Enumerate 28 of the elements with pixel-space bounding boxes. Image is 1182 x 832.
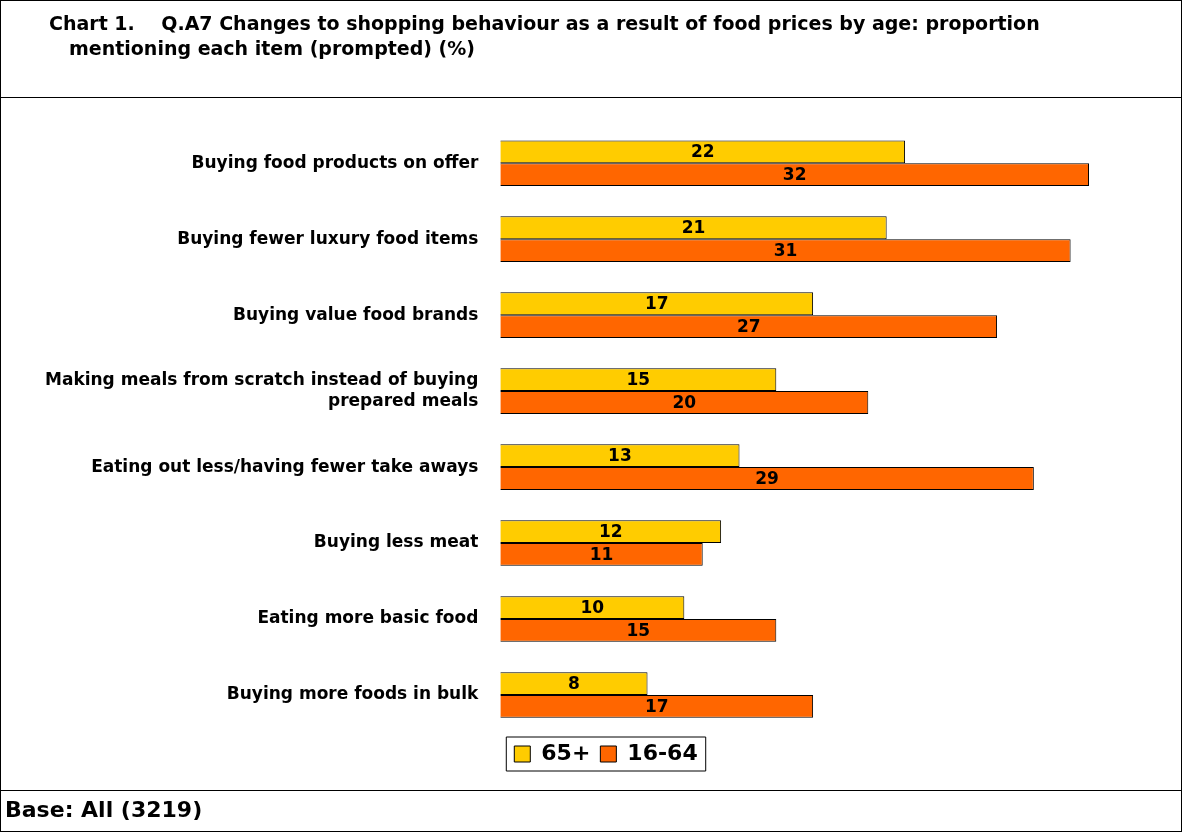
- data-label: 21: [681, 217, 706, 238]
- y-tick-label: Eating out less/having fewer take aways: [91, 455, 479, 476]
- data-label: 17: [644, 695, 669, 716]
- y-tick-label: Buying value food brands: [233, 303, 479, 324]
- y-tick-label: Buying less meat: [313, 531, 479, 552]
- data-label: 32: [782, 164, 807, 185]
- data-label: 31: [773, 239, 798, 260]
- y-tick-label: Making meals from scratch instead of buying prepared meals: [44, 369, 479, 410]
- data-label: 15: [626, 619, 651, 640]
- data-label: 17: [644, 293, 669, 314]
- chart-title: Chart 1. Q.A7 Changes to shopping behaviour as a result of food prices by age: proportion mentioning each item (prompted) (%): [1, 1, 1181, 98]
- data-label: 22: [690, 141, 715, 162]
- data-label: 15: [626, 369, 651, 390]
- data-label: 10: [580, 597, 605, 618]
- data-label: 29: [755, 467, 779, 488]
- legend-label: 65+: [541, 739, 591, 765]
- data-label: 27: [736, 315, 761, 336]
- data-label: 13: [608, 445, 632, 466]
- y-tick-label: Eating more basic food: [257, 607, 479, 628]
- legend-label: 16-64: [627, 739, 698, 765]
- y-tick-label: Buying fewer luxury food items: [177, 227, 479, 248]
- data-label: 8: [568, 673, 580, 694]
- data-label: 11: [589, 543, 614, 564]
- data-label: 12: [598, 521, 623, 542]
- y-tick-label: Buying more foods in bulk: [226, 683, 480, 704]
- text: Base: All (3219): [1, 790, 1181, 831]
- y-tick-label: Buying food products on offer: [191, 151, 479, 172]
- data-label: 20: [672, 391, 697, 412]
